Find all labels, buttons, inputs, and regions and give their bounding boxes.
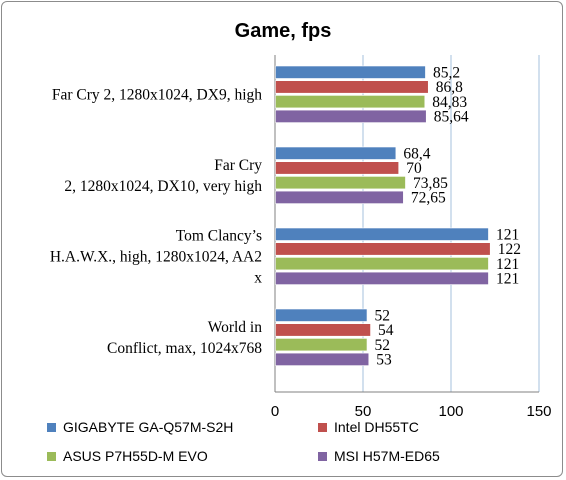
bar <box>275 242 491 256</box>
data-label: 85,2 <box>433 65 460 82</box>
data-label: 73,85 <box>413 175 448 192</box>
bar <box>275 323 371 337</box>
x-tick-label: 50 <box>355 403 372 420</box>
bar <box>275 109 427 123</box>
bar <box>275 95 426 109</box>
data-label: 84,83 <box>432 94 467 111</box>
bar <box>275 338 368 352</box>
data-label: 72,65 <box>411 190 446 207</box>
bar <box>275 146 397 160</box>
data-label: 53 <box>376 352 392 369</box>
category-label: Far Cry 2, 1280x1024, DX10, very high <box>64 157 262 195</box>
bar <box>275 161 399 175</box>
bar <box>275 257 489 271</box>
data-label: 86,8 <box>436 79 463 96</box>
bar <box>275 271 489 285</box>
bar <box>275 176 406 190</box>
chart-title: Game, fps <box>234 20 332 42</box>
data-label: 54 <box>378 322 394 339</box>
x-tick-label: 0 <box>271 403 279 420</box>
data-label: 122 <box>498 241 521 258</box>
data-label: 52 <box>375 308 391 325</box>
data-label: 121 <box>496 256 519 273</box>
data-label: 121 <box>496 271 519 288</box>
category-label: World in Conflict, max, 1024x768 <box>107 319 262 357</box>
x-tick-label: 100 <box>438 403 463 420</box>
data-label: 121 <box>496 227 519 244</box>
x-tick-label: 150 <box>526 403 551 420</box>
bar <box>275 80 429 94</box>
category-label: Tom Clancy’s H.A.W.X., high, 1280x1024, A… <box>50 227 262 286</box>
data-label: 70 <box>406 160 422 177</box>
bar <box>275 65 426 79</box>
data-label: 52 <box>375 337 391 354</box>
data-label: 85,64 <box>434 109 469 126</box>
bar <box>275 308 368 322</box>
category-label: Far Cry 2, 1280x1024, DX9, high <box>52 86 262 103</box>
bar <box>275 227 489 241</box>
bar <box>275 190 404 204</box>
bar <box>275 352 370 366</box>
data-label: 68,4 <box>403 146 430 163</box>
